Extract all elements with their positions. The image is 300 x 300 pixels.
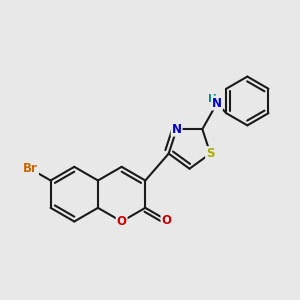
Text: O: O bbox=[117, 215, 127, 228]
Text: N: N bbox=[172, 123, 182, 136]
Text: Br: Br bbox=[23, 162, 38, 176]
Text: S: S bbox=[206, 147, 214, 160]
Text: H: H bbox=[208, 94, 216, 104]
Text: O: O bbox=[161, 214, 171, 226]
Text: N: N bbox=[212, 97, 222, 110]
